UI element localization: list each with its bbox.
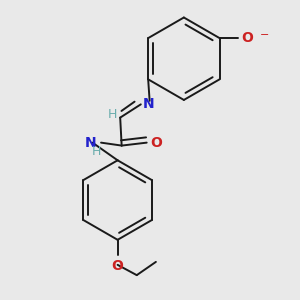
Text: O: O: [150, 136, 162, 150]
Text: H: H: [107, 108, 117, 121]
Text: O: O: [242, 31, 254, 45]
Text: −: −: [260, 30, 269, 40]
Text: O: O: [112, 259, 124, 273]
Text: N: N: [85, 136, 97, 150]
Text: H: H: [92, 145, 101, 158]
Text: N: N: [143, 98, 154, 111]
